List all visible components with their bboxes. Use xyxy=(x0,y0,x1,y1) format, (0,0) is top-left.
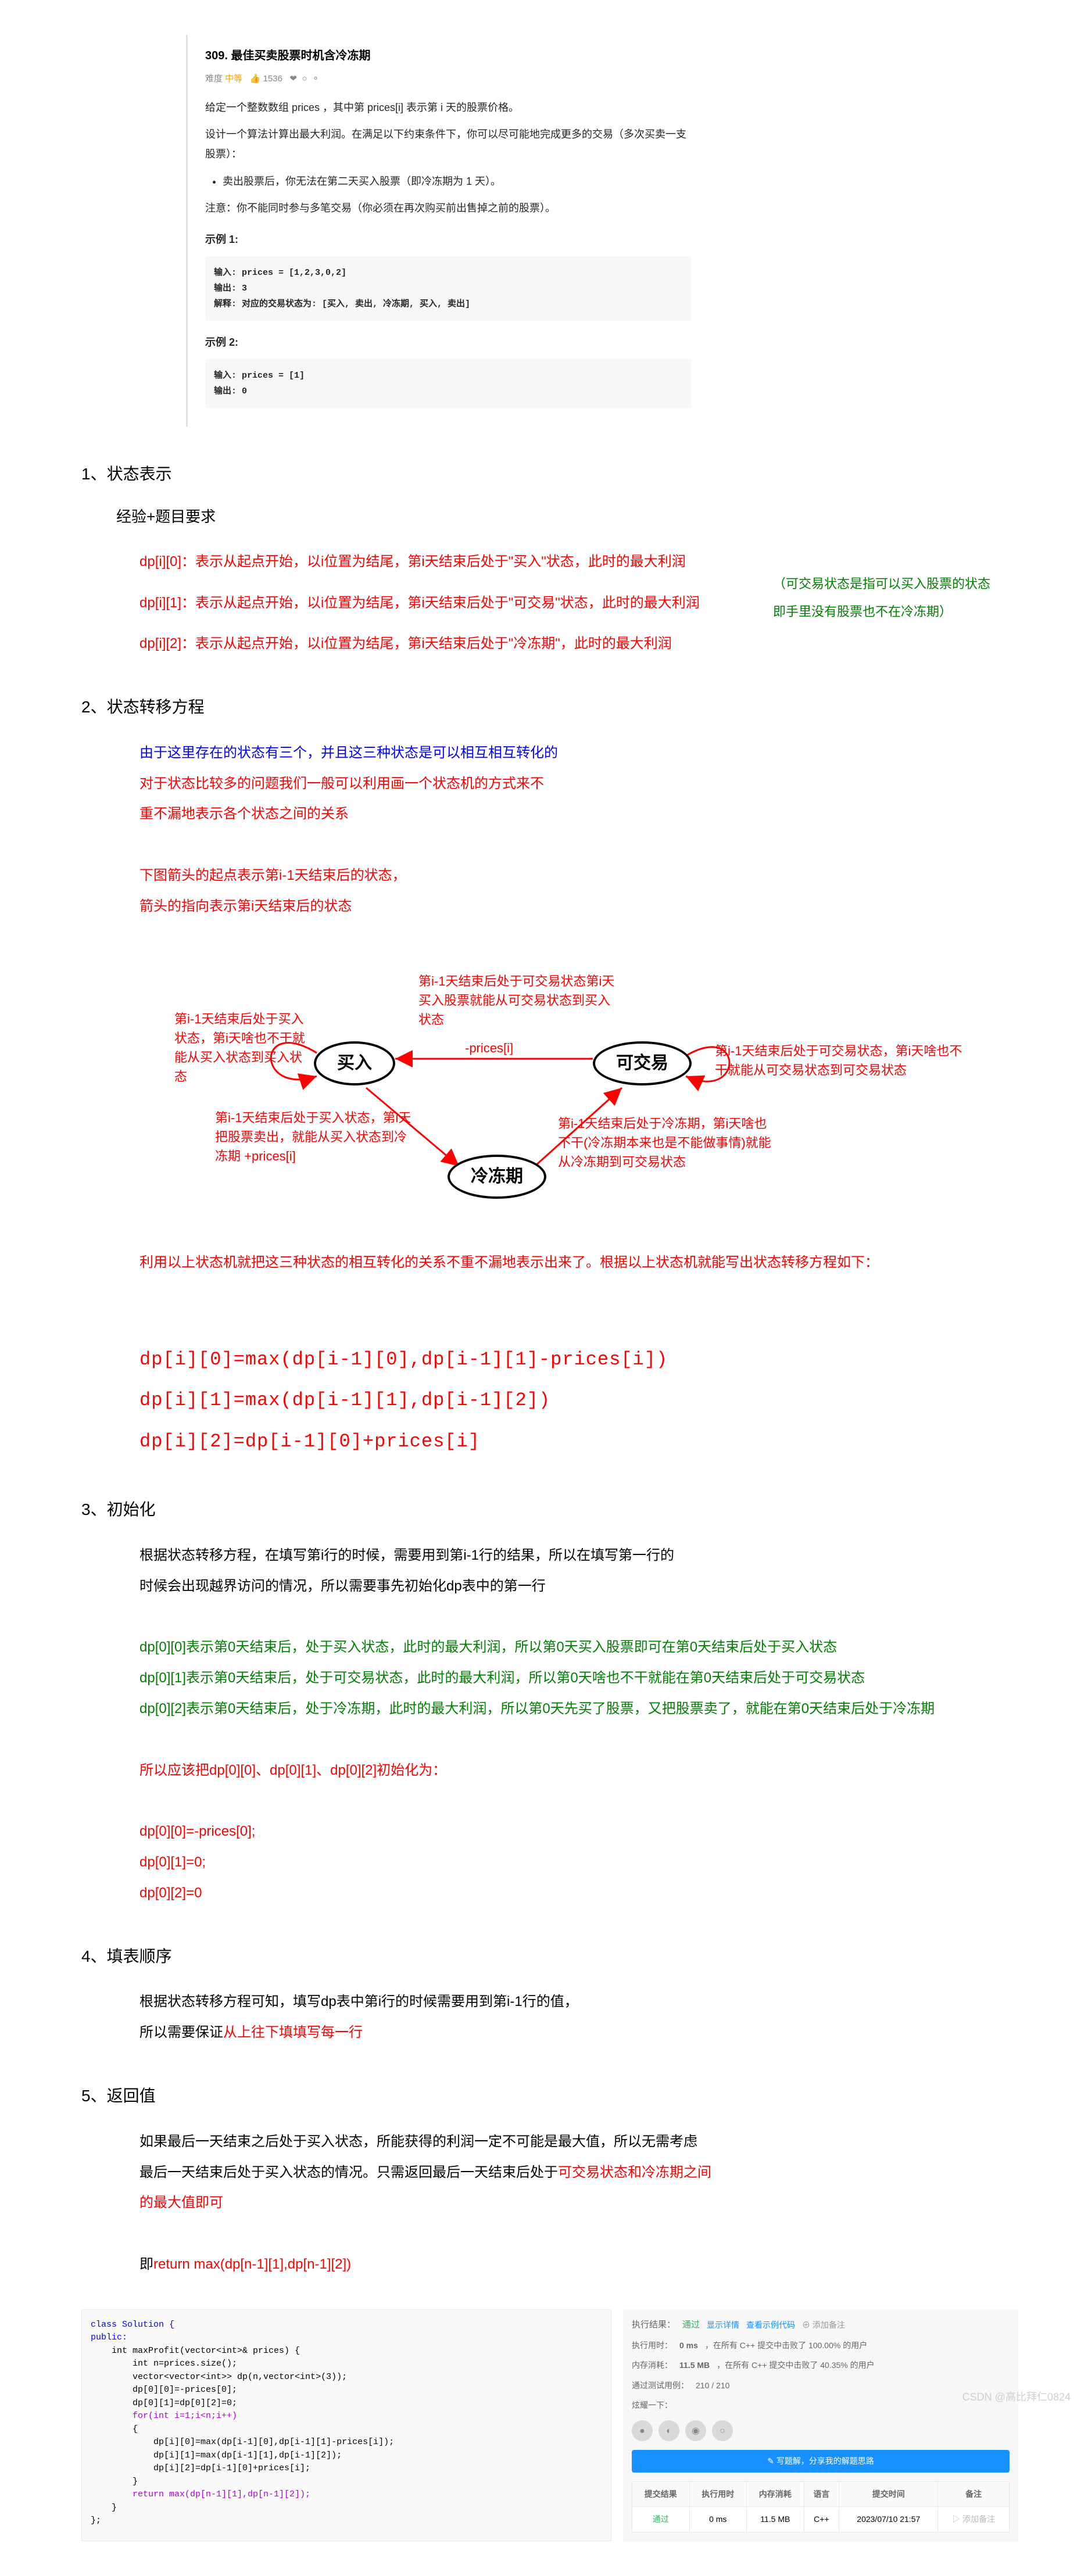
result-panel: 执行结果： 通过 显示详情 查看示例代码 ⊕ 添加备注 执行用时： 0 ms ，… xyxy=(623,2309,1018,2541)
share-weibo-icon[interactable]: ◐ xyxy=(658,2420,679,2441)
node-freeze: 冷冻期 xyxy=(448,1155,546,1199)
section-1-sub: 经验+题目要求 xyxy=(116,505,1018,529)
side-note: （可交易状态是指可以买入股票的状态 即手里没有股票也不在冷冻期） xyxy=(773,570,990,626)
share-qq-icon[interactable]: ◉ xyxy=(685,2420,706,2441)
detail-link[interactable]: 显示详情 xyxy=(707,2319,739,2331)
submission-table: 提交结果 执行用时 内存消耗 语言 提交时间 备注 通过 0 ms 11.5 M… xyxy=(632,2481,1010,2532)
equation-3: dp[i][2]=dp[i-1][0]+prices[i] xyxy=(139,1421,1018,1462)
add-note-link[interactable]: ⊕ 添加备注 xyxy=(802,2319,845,2331)
submission-panel: class Solution { public: int maxProfit(v… xyxy=(81,2309,1018,2541)
equation-2: dp[i][1]=max(dp[i-1][1],dp[i-1][2]) xyxy=(139,1380,1018,1421)
section-4-heading: 4、填表顺序 xyxy=(81,1944,1018,1970)
node-trade: 可交易 xyxy=(593,1041,692,1085)
label-neg-price: -prices[i] xyxy=(465,1038,513,1058)
problem-meta: 难度 中等 👍 1536 ❤ ○ ⚬ xyxy=(205,72,692,86)
share-buttons: ● ◐ ◉ ○ xyxy=(632,2420,1010,2441)
share-link-icon[interactable]: ○ xyxy=(712,2420,733,2441)
share-wechat-icon[interactable]: ● xyxy=(632,2420,653,2441)
example-1: 输入: prices = [1,2,3,0,2] 输出: 3 解释: 对应的交易… xyxy=(205,256,692,321)
label-buy-self: 第i-1天结束后处于买入状态，第i天啥也不干就能从买入状态到买入状态 xyxy=(174,1009,308,1086)
table-row: 通过 0 ms 11.5 MB C++ 2023/07/10 21:57 ▷ 添… xyxy=(632,2507,1010,2532)
example-2: 输入: prices = [1] 输出: 0 xyxy=(205,359,692,408)
problem-description: 给定一个整数数组 prices ，其中第 prices[i] 表示第 i 天的股… xyxy=(205,98,692,408)
section-3-heading: 3、初始化 xyxy=(81,1497,1018,1523)
equation-1: dp[i][0]=max(dp[i-1][0],dp[i-1][1]-price… xyxy=(139,1339,1018,1380)
code-block: class Solution { public: int maxProfit(v… xyxy=(81,2309,611,2541)
state-machine-diagram: 买入 可交易 冷冻期 第i-1天结束后处于买入状态，第i天啥也不干就能从买入状态… xyxy=(174,945,988,1224)
label-freeze-to-trade: 第i-1天结束后处于冷冻期，第i天啥也不干(冷冻期本来也是不能做事情)就能从冷冻… xyxy=(558,1114,779,1171)
node-buy: 买入 xyxy=(314,1041,395,1085)
section-1-heading: 1、状态表示 xyxy=(81,461,1018,488)
state-def-2: dp[i][2]：表示从起点开始，以i位置为结尾，第i天结束后处于"冷冻期"，此… xyxy=(139,629,1018,660)
watermark: CSDN @高比拜仁0824 xyxy=(962,2389,1071,2406)
view-code-link[interactable]: 查看示例代码 xyxy=(746,2319,795,2331)
problem-title: 309. 最佳买卖股票时机含冷冻期 xyxy=(205,46,692,65)
section-2-heading: 2、状态转移方程 xyxy=(81,694,1018,721)
label-trade-self: 第i-1天结束后处于可交易状态，第i天啥也不干就能从可交易状态到可交易状态 xyxy=(715,1041,965,1080)
section-5-heading: 5、返回值 xyxy=(81,2083,1018,2109)
problem-card: 309. 最佳买卖股票时机含冷冻期 难度 中等 👍 1536 ❤ ○ ⚬ 给定一… xyxy=(186,35,709,427)
label-buy-to-freeze: 第i-1天结束后处于买入状态，第i天把股票卖出，就能从买入状态到冷冻期 +pri… xyxy=(215,1108,413,1166)
label-trade-to-buy: 第i-1天结束后处于可交易状态第i天买入股票就能从可交易状态到买入状态 xyxy=(418,972,622,1029)
publish-solution-button[interactable]: ✎ 写题解，分享我的解题思路 xyxy=(632,2450,1010,2472)
